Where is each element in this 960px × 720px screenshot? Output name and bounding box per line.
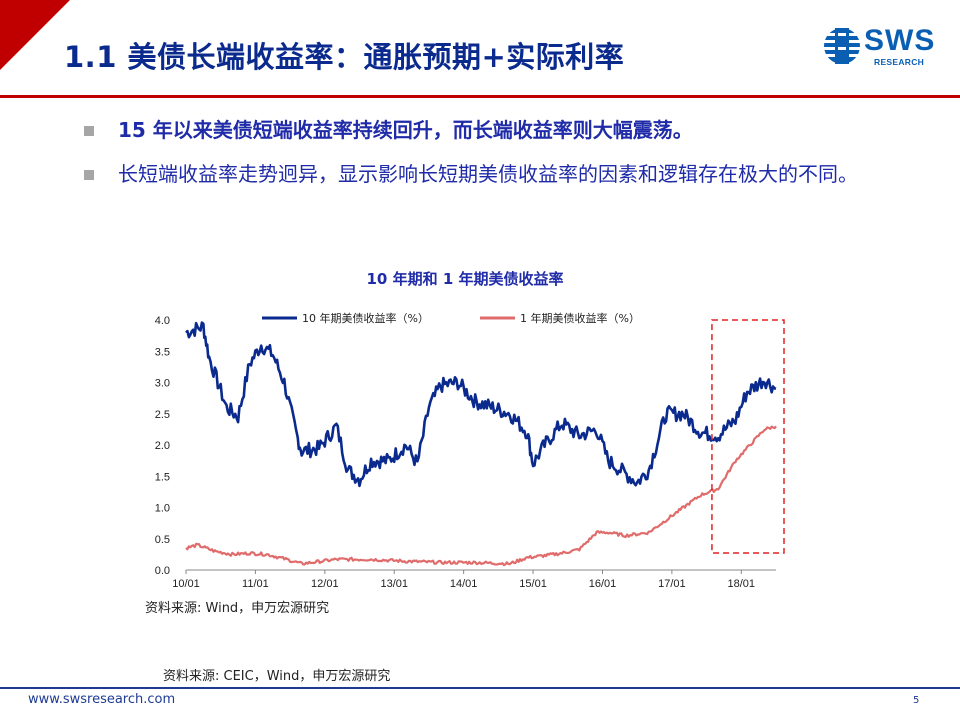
x-tick-label: 10/01 bbox=[172, 578, 200, 590]
y-tick-label: 3.5 bbox=[155, 346, 170, 358]
corner-accent bbox=[0, 0, 70, 70]
x-tick-label: 13/01 bbox=[380, 578, 408, 590]
x-tick-label: 16/01 bbox=[589, 578, 617, 590]
website-link[interactable]: www.swsresearch.com bbox=[28, 692, 176, 707]
y-tick-label: 2.5 bbox=[155, 409, 170, 421]
bullet-square-icon bbox=[84, 170, 94, 180]
x-tick-label: 14/01 bbox=[450, 578, 478, 590]
yield-line-chart: 0.0 0.5 1.0 1.5 2.0 2.5 3.0 3.5 4.0 10/01 11/01 12/… bbox=[155, 311, 785, 590]
sws-logo: SWS RESEARCH bbox=[822, 22, 942, 72]
page-title: 1.1 美债长端收益率：通胀预期+实际利率 bbox=[64, 40, 625, 74]
y-tick-label: 2.0 bbox=[155, 440, 170, 452]
y-tick-label: 0.0 bbox=[155, 565, 170, 577]
y-tick-label: 3.0 bbox=[155, 378, 170, 390]
page-number: 5 bbox=[913, 695, 920, 706]
x-tick-label: 15/01 bbox=[519, 578, 547, 590]
legend-label: 10 年期美债收益率（%） bbox=[302, 311, 429, 325]
y-tick-label: 0.5 bbox=[155, 534, 170, 546]
logo-subtitle: RESEARCH bbox=[874, 57, 925, 67]
footer-divider bbox=[0, 687, 960, 689]
chart-source: 资料来源: Wind，申万宏源研究 bbox=[145, 601, 330, 616]
y-tick-label: 1.5 bbox=[155, 471, 170, 483]
title-divider bbox=[0, 95, 960, 98]
bullet-item: 长短端收益率走势迥异，显示影响长短期美债收益率的因素和逻辑存在极大的不同。 bbox=[84, 160, 929, 188]
x-tick-label: 17/01 bbox=[658, 578, 686, 590]
bullet-item: 15 年以来美债短端收益率持续回升，而长端收益率则大幅震荡。 bbox=[84, 116, 929, 144]
logo-wordmark: SWS bbox=[864, 24, 936, 57]
bullet-square-icon bbox=[84, 126, 94, 136]
x-tick-label: 11/01 bbox=[242, 578, 269, 590]
bullet-text: 15 年以来美债短端收益率持续回升，而长端收益率则大幅震荡。 bbox=[118, 118, 693, 142]
x-tick-label: 18/01 bbox=[728, 578, 756, 590]
series-line-1y bbox=[185, 425, 777, 567]
y-tick-label: 1.0 bbox=[155, 503, 170, 515]
page-source: 资料来源: CEIC，Wind，申万宏源研究 bbox=[163, 669, 391, 684]
x-tick-label: 12/01 bbox=[311, 578, 339, 590]
chart-title: 10 年期和 1 年期美债收益率 bbox=[366, 270, 564, 288]
series-line-10y bbox=[185, 321, 777, 488]
y-tick-label: 4.0 bbox=[155, 315, 170, 327]
globe-icon bbox=[824, 28, 860, 64]
bullet-text: 长短端收益率走势迥异，显示影响长短期美债收益率的因素和逻辑存在极大的不同。 bbox=[118, 162, 858, 186]
highlight-box bbox=[711, 319, 785, 554]
legend-label: 1 年期美债收益率（%） bbox=[520, 311, 640, 325]
